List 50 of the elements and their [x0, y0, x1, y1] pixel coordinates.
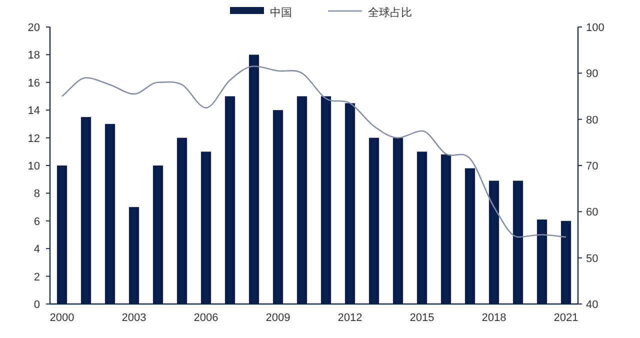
bar: [248, 54, 260, 304]
bar: [440, 154, 452, 304]
y2-tick-label: 80: [586, 114, 598, 126]
y2-tick-label: 70: [586, 160, 598, 172]
y-tick-label: 6: [34, 216, 40, 228]
y2-tick-label: 100: [586, 22, 604, 34]
bar: [224, 96, 236, 304]
legend-label: 中国: [270, 6, 292, 19]
bar: [296, 96, 308, 304]
bar: [176, 138, 188, 304]
y-tick-label: 4: [34, 244, 40, 256]
bar: [488, 180, 500, 304]
legend-label: 全球占比: [368, 6, 412, 19]
x-tick-label: 2012: [338, 312, 362, 324]
x-tick-label: 2003: [122, 312, 146, 324]
y-tick-label: 14: [28, 105, 40, 118]
y2-tick-label: 90: [586, 68, 598, 80]
y-tick-label: 2: [34, 271, 40, 284]
y2-tick-label: 60: [586, 206, 598, 219]
bar: [392, 138, 404, 304]
y-tick-label: 0: [34, 299, 40, 311]
bar: [512, 180, 524, 304]
x-tick-label: 2009: [266, 312, 290, 324]
y-tick-label: 20: [28, 22, 40, 34]
y2-tick-label: 40: [586, 299, 598, 311]
bar: [56, 166, 68, 304]
x-tick-label: 2018: [482, 312, 506, 324]
bar: [344, 103, 356, 304]
y-tick-label: 12: [28, 132, 40, 145]
bar: [416, 152, 428, 304]
x-tick-label: 2000: [50, 312, 74, 324]
y2-tick-label: 50: [586, 252, 598, 265]
x-tick-label: 2021: [554, 312, 578, 324]
bar: [536, 220, 548, 304]
bar: [320, 96, 332, 304]
bar: [104, 124, 116, 304]
bar: [80, 117, 92, 304]
y-tick-label: 18: [28, 50, 40, 62]
y-tick-label: 10: [28, 160, 40, 172]
bar: [128, 207, 140, 304]
bar: [200, 152, 212, 304]
bar: [560, 220, 572, 304]
y-tick-label: 8: [34, 188, 40, 200]
bar: [272, 110, 284, 304]
x-tick-label: 2015: [410, 312, 434, 324]
bar: [464, 168, 476, 304]
bar: [152, 166, 164, 304]
x-tick-label: 2006: [194, 312, 218, 324]
bar: [368, 138, 380, 304]
y-tick-label: 16: [28, 77, 40, 90]
